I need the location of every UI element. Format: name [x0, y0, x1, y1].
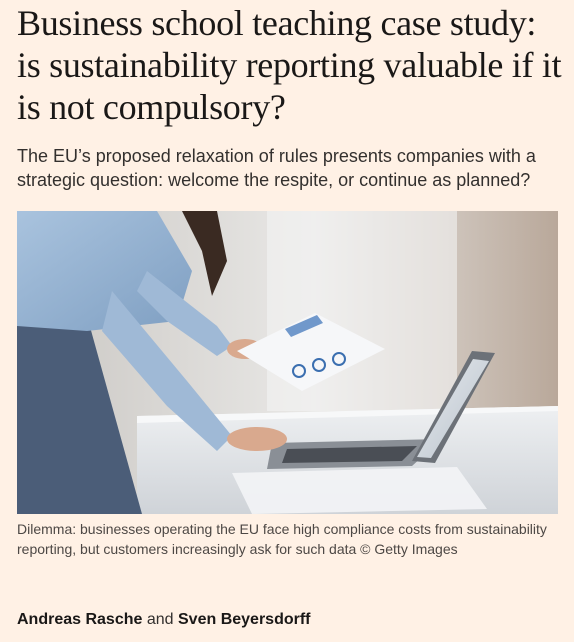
standfirst: The EU’s proposed relaxation of rules pr… — [17, 146, 536, 190]
byline-separator: and — [146, 611, 174, 628]
hero-image — [17, 211, 558, 514]
headline: Business school teaching case study: is … — [17, 3, 562, 127]
byline: Andreas Rasche and Sven Beyersdorff — [17, 609, 557, 631]
author-link[interactable]: Andreas Rasche — [17, 611, 143, 628]
image-caption: Dilemma: businesses operating the EU fac… — [17, 521, 547, 557]
author-link[interactable]: Sven Beyersdorff — [178, 611, 311, 628]
hero-photo-illustration — [17, 211, 558, 514]
